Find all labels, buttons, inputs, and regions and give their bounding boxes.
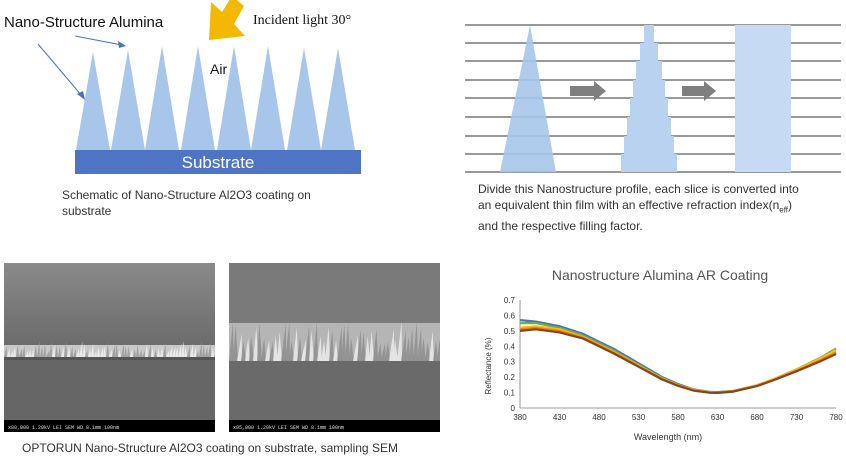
slice-step [630,98,668,117]
reflectance-chart: Nanostructure Alumina AR Coating 380 430 4… [484,267,843,442]
air-label: Air [210,61,227,77]
x-tick-label: 780 [829,413,843,422]
substrate-layer [75,150,361,174]
incident-light-label: Incident light 30° [253,13,351,28]
staircase-profile [621,25,677,172]
incident-light-arrow [209,0,245,40]
x-tick-label: 430 [553,413,567,422]
x-axis-label: Wavelength (nm) [634,432,702,442]
slice-step [624,136,674,154]
x-tick-label: 580 [671,413,685,422]
series-line-5 [519,328,837,394]
slice-step [644,25,654,43]
slice-step [627,117,671,136]
slice-step [640,43,658,61]
chart-title: Nanostructure Alumina AR Coating [552,267,768,283]
cone [145,46,179,150]
substrate-label: Substrate [182,153,255,172]
cone [287,48,321,150]
pointer-arrowhead-1 [118,41,126,48]
slice-caption: Divide this Nanostructure profile, each … [478,181,846,234]
cone-array [76,46,355,150]
y-tick-label: 0.6 [504,311,516,320]
y-tick-label: 0 [511,404,516,413]
cone [251,46,285,150]
pointer-line-2 [37,43,83,97]
schematic-diagram: Substrate Nano-Structure Alumina Inciden… [4,0,361,174]
slice-diagram [465,24,841,173]
series-line-3 [519,325,837,394]
x-tick-label: 380 [513,413,527,422]
single-cone [500,25,556,172]
sem-databar-1: x80,000 1.20kV LEI SEM WD 8.1mm 100nm [8,425,120,431]
y-tick-label: 0.3 [504,358,516,367]
chart-series-group [519,319,837,394]
pointer-line-1 [74,35,123,46]
schematic-title: Nano-Structure Alumina [4,14,164,31]
right-arrow-1 [570,81,606,101]
sem-image-1: x80,000 1.20kV LEI SEM WD 8.1mm 100nm [4,263,215,432]
y-axis-label: Reflectance (%) [484,337,493,394]
y-tick-label: 0.4 [504,342,516,351]
x-tick-label: 530 [632,413,646,422]
slice-caption-line-1: Divide this Nanostructure profile, each … [478,182,799,196]
equivalent-film-stack [735,25,791,172]
y-tick-label: 0.1 [504,389,516,398]
y-tick-label: 0.7 [504,296,516,305]
right-arrow-2 [682,81,716,101]
sem-image-2: x95,000 1.20kV LEI SEM WD 8.1mm 100nm [229,263,440,432]
slice-caption-line-3: and the respective filling factor. [478,219,643,234]
cone [76,52,110,150]
cone [321,48,355,150]
schematic-caption: Schematic of Nano-Structure Al2O3 coatin… [62,188,311,218]
sem-caption: OPTORUN Nano-Structure Al2O3 coating on … [22,441,398,455]
pointer-arrowhead-2 [77,91,85,100]
chart-axes: 380 430 480 530 580 630 680 730 780 0 0.1 0.2 0.3 0.4… [504,296,843,422]
cone [111,50,145,150]
x-tick-label: 680 [750,413,764,422]
y-tick-label: 0.5 [504,327,516,336]
slice-caption-line-2: an equivalent thin film with an effectiv… [478,198,793,215]
slice-step [621,154,677,172]
cone [217,46,251,150]
x-tick-label: 480 [592,413,606,422]
slice-step [633,80,665,98]
x-tick-label: 730 [790,413,804,422]
slice-step [636,61,662,80]
x-tick-label: 630 [711,413,725,422]
cone [181,46,215,150]
sem-databar-2: x95,000 1.20kV LEI SEM WD 8.1mm 100nm [233,425,345,431]
y-tick-label: 0.2 [504,373,516,382]
